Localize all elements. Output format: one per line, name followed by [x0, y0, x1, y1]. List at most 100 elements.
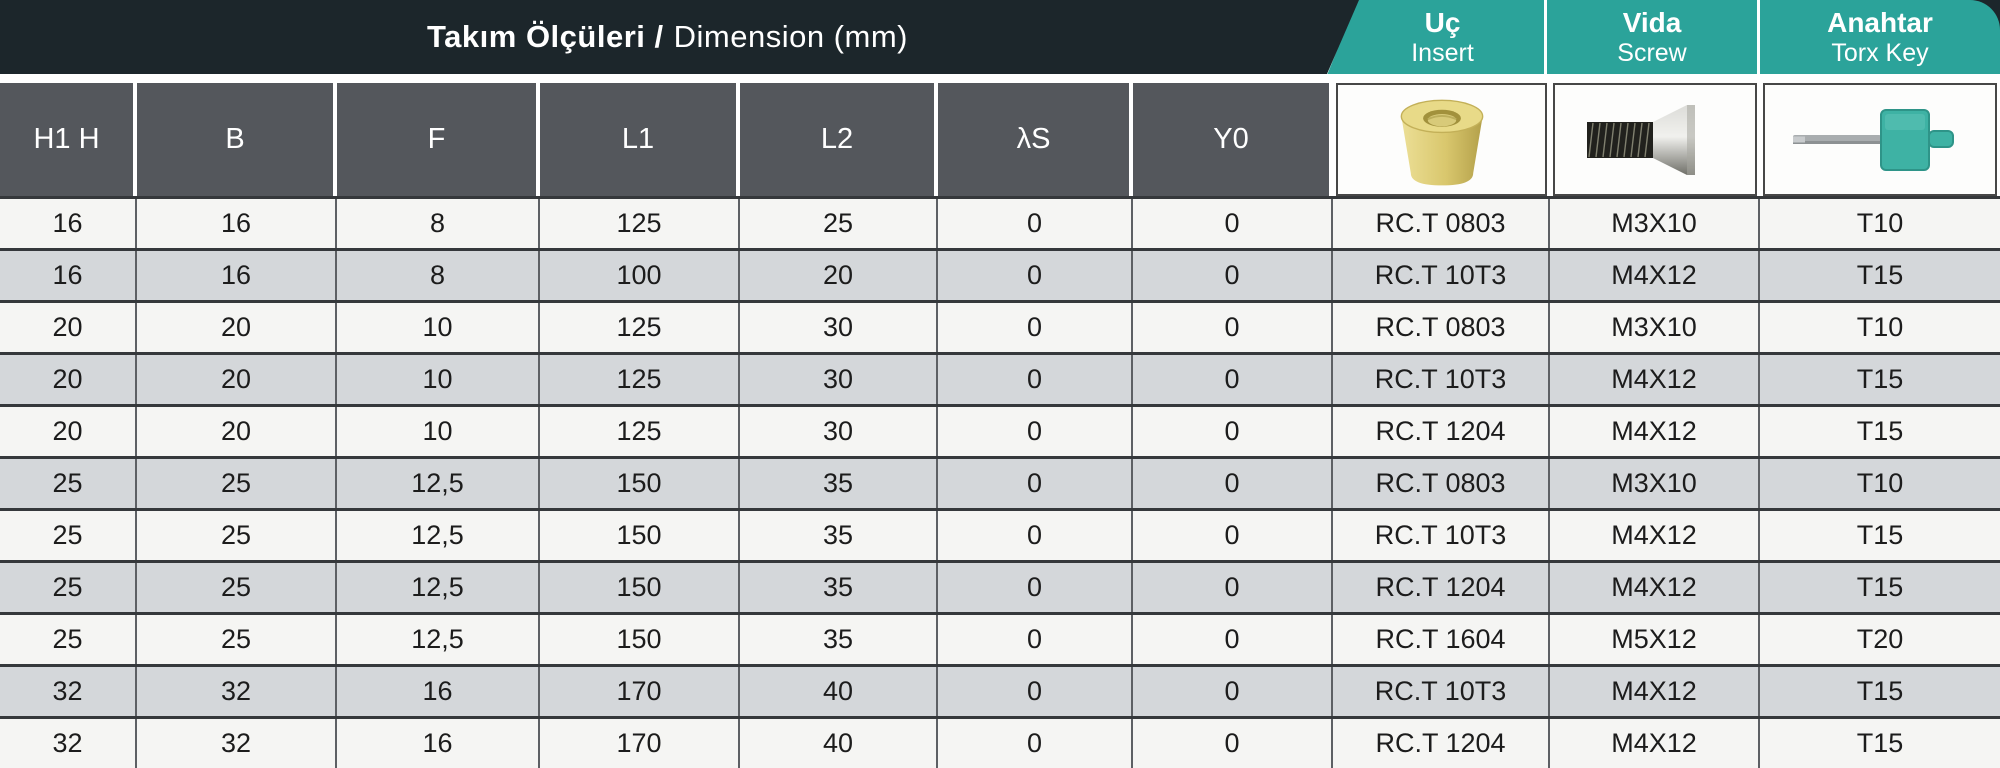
table-cell: 30 — [740, 355, 938, 404]
table-cell: 30 — [740, 407, 938, 456]
table-cell: 12,5 — [337, 563, 540, 612]
tab-insert-label-tr: Uç — [1424, 6, 1461, 38]
table-cell: 0 — [1133, 459, 1333, 508]
table-cell: T15 — [1856, 520, 1904, 550]
product-column-tabs: Uç Insert Vida Screw Anahtar Torx Key — [1327, 0, 2000, 74]
table-cell: 0 — [1133, 199, 1333, 248]
table-cell: 0 — [1133, 355, 1333, 404]
table-cell: 30 — [740, 303, 938, 352]
table-cell: T10 — [1856, 468, 1904, 498]
table-cell: M5X12 — [1550, 615, 1760, 664]
table-cell: 16 — [0, 199, 137, 248]
table-cell: 8 — [337, 199, 540, 248]
page-title: Takım Ölçüleri / Dimension (mm) — [0, 0, 1335, 74]
table-cell: 40 — [740, 667, 938, 716]
table-cell: T15 — [1856, 364, 1904, 394]
table-cell: 35 — [740, 511, 938, 560]
table-cell: 0 — [1133, 719, 1333, 768]
table-row: 16 16 8 125 25 0 0 RC.T 0803 M3X10 T10 — [0, 199, 2000, 251]
table-cell: T15 — [1856, 572, 1904, 602]
table-cell: 25 — [0, 511, 137, 560]
table-cell: RC.T 1604 — [1333, 615, 1550, 664]
table-cell: 0 — [1133, 615, 1333, 664]
table-cell: M4X12 — [1550, 407, 1760, 456]
table-cell: 10 — [337, 303, 540, 352]
table-cell: 12,5 — [337, 459, 540, 508]
page-title-english: Dimension (mm) — [673, 19, 908, 54]
table-cell: 0 — [938, 615, 1133, 664]
page-title-turkish: Takım Ölçüleri / — [427, 19, 664, 54]
table-cell: 25 — [137, 563, 337, 612]
table-cell: 16 — [337, 667, 540, 716]
table-cell: RC.T 0803 — [1333, 303, 1550, 352]
tab-insert: Uç Insert — [1327, 0, 1544, 74]
table-cell: 25 — [137, 511, 337, 560]
table-cell: 20 — [0, 355, 137, 404]
table-row: 25 25 12,5 150 35 0 0 RC.T 0803 M3X10 T10 — [0, 459, 2000, 511]
table-cell: 32 — [0, 719, 137, 768]
table-cell: 25 — [137, 615, 337, 664]
table-cell: 16 — [137, 199, 337, 248]
column-header-l2: L2 — [740, 83, 938, 196]
torx-key-photo — [1763, 83, 1997, 196]
table-cell: M3X10 — [1550, 303, 1760, 352]
table-cell: 0 — [1133, 251, 1333, 300]
table-cell: T15 — [1856, 676, 1904, 706]
table-cell: 150 — [540, 563, 740, 612]
table-cell: 25 — [0, 563, 137, 612]
table-cell: M4X12 — [1550, 719, 1760, 768]
table-cell: T10 — [1856, 208, 1904, 238]
table-cell: T15 — [1856, 416, 1904, 446]
table-cell: 125 — [540, 407, 740, 456]
table-cell: 16 — [0, 251, 137, 300]
table-cell: 125 — [540, 199, 740, 248]
table-row: 25 25 12,5 150 35 0 0 RC.T 1204 M4X12 T15 — [0, 563, 2000, 615]
table-row: 16 16 8 100 20 0 0 RC.T 10T3 M4X12 T15 — [0, 251, 2000, 303]
diagonal-divider — [1327, 0, 1359, 74]
table-cell: 20 — [740, 251, 938, 300]
table-cell: RC.T 0803 — [1333, 199, 1550, 248]
table-cell: 0 — [938, 459, 1133, 508]
table-cell: 0 — [938, 407, 1133, 456]
table-row: 20 20 10 125 30 0 0 RC.T 0803 M3X10 T10 — [0, 303, 2000, 355]
table-cell: 0 — [1133, 511, 1333, 560]
table-cell: 40 — [740, 719, 938, 768]
table-cell: 0 — [938, 719, 1133, 768]
table-cell: 0 — [938, 563, 1133, 612]
table-cell: 0 — [938, 355, 1133, 404]
table-cell: 20 — [137, 407, 337, 456]
table-cell: 35 — [740, 459, 938, 508]
table-cell: M3X10 — [1550, 199, 1760, 248]
column-header-l1: L1 — [540, 83, 740, 196]
tab-screw-label-tr: Vida — [1622, 6, 1682, 38]
table-cell: T20 — [1856, 624, 1904, 654]
round-insert-icon — [1400, 99, 1483, 185]
table-cell: 12,5 — [337, 511, 540, 560]
table-cell: 150 — [540, 511, 740, 560]
table-cell: 25 — [137, 459, 337, 508]
table-cell: 0 — [1133, 303, 1333, 352]
table-cell: 170 — [540, 719, 740, 768]
table-cell: RC.T 1204 — [1333, 563, 1550, 612]
table-row: 32 32 16 170 40 0 0 RC.T 1204 M4X12 T15 — [0, 719, 2000, 768]
column-header-h1h: H1 H — [0, 83, 137, 196]
column-header-row: H1 H B F L1 L2 λS Y0 — [0, 83, 2000, 196]
column-header-f: F — [337, 83, 540, 196]
tab-torx-label-en: Torx Key — [1831, 38, 1929, 67]
table-cell: 0 — [938, 667, 1133, 716]
table-row: 25 25 12,5 150 35 0 0 RC.T 10T3 M4X12 T15 — [0, 511, 2000, 563]
table-cell: RC.T 1204 — [1333, 407, 1550, 456]
table-cell: 0 — [1133, 563, 1333, 612]
table-cell: M4X12 — [1550, 251, 1760, 300]
table-cell: 20 — [0, 303, 137, 352]
table-cell: 32 — [0, 667, 137, 716]
table-cell: 25 — [0, 615, 137, 664]
column-header-b: B — [137, 83, 337, 196]
table-cell: RC.T 10T3 — [1333, 355, 1550, 404]
tab-screw-label-en: Screw — [1617, 38, 1687, 67]
table-row: 20 20 10 125 30 0 0 RC.T 1204 M4X12 T15 — [0, 407, 2000, 459]
tab-screw: Vida Screw — [1544, 0, 1757, 74]
table-body: 16 16 8 125 25 0 0 RC.T 0803 M3X10 T10 16 16 8 100 20 0… — [0, 196, 2000, 768]
table-cell: RC.T 10T3 — [1333, 511, 1550, 560]
